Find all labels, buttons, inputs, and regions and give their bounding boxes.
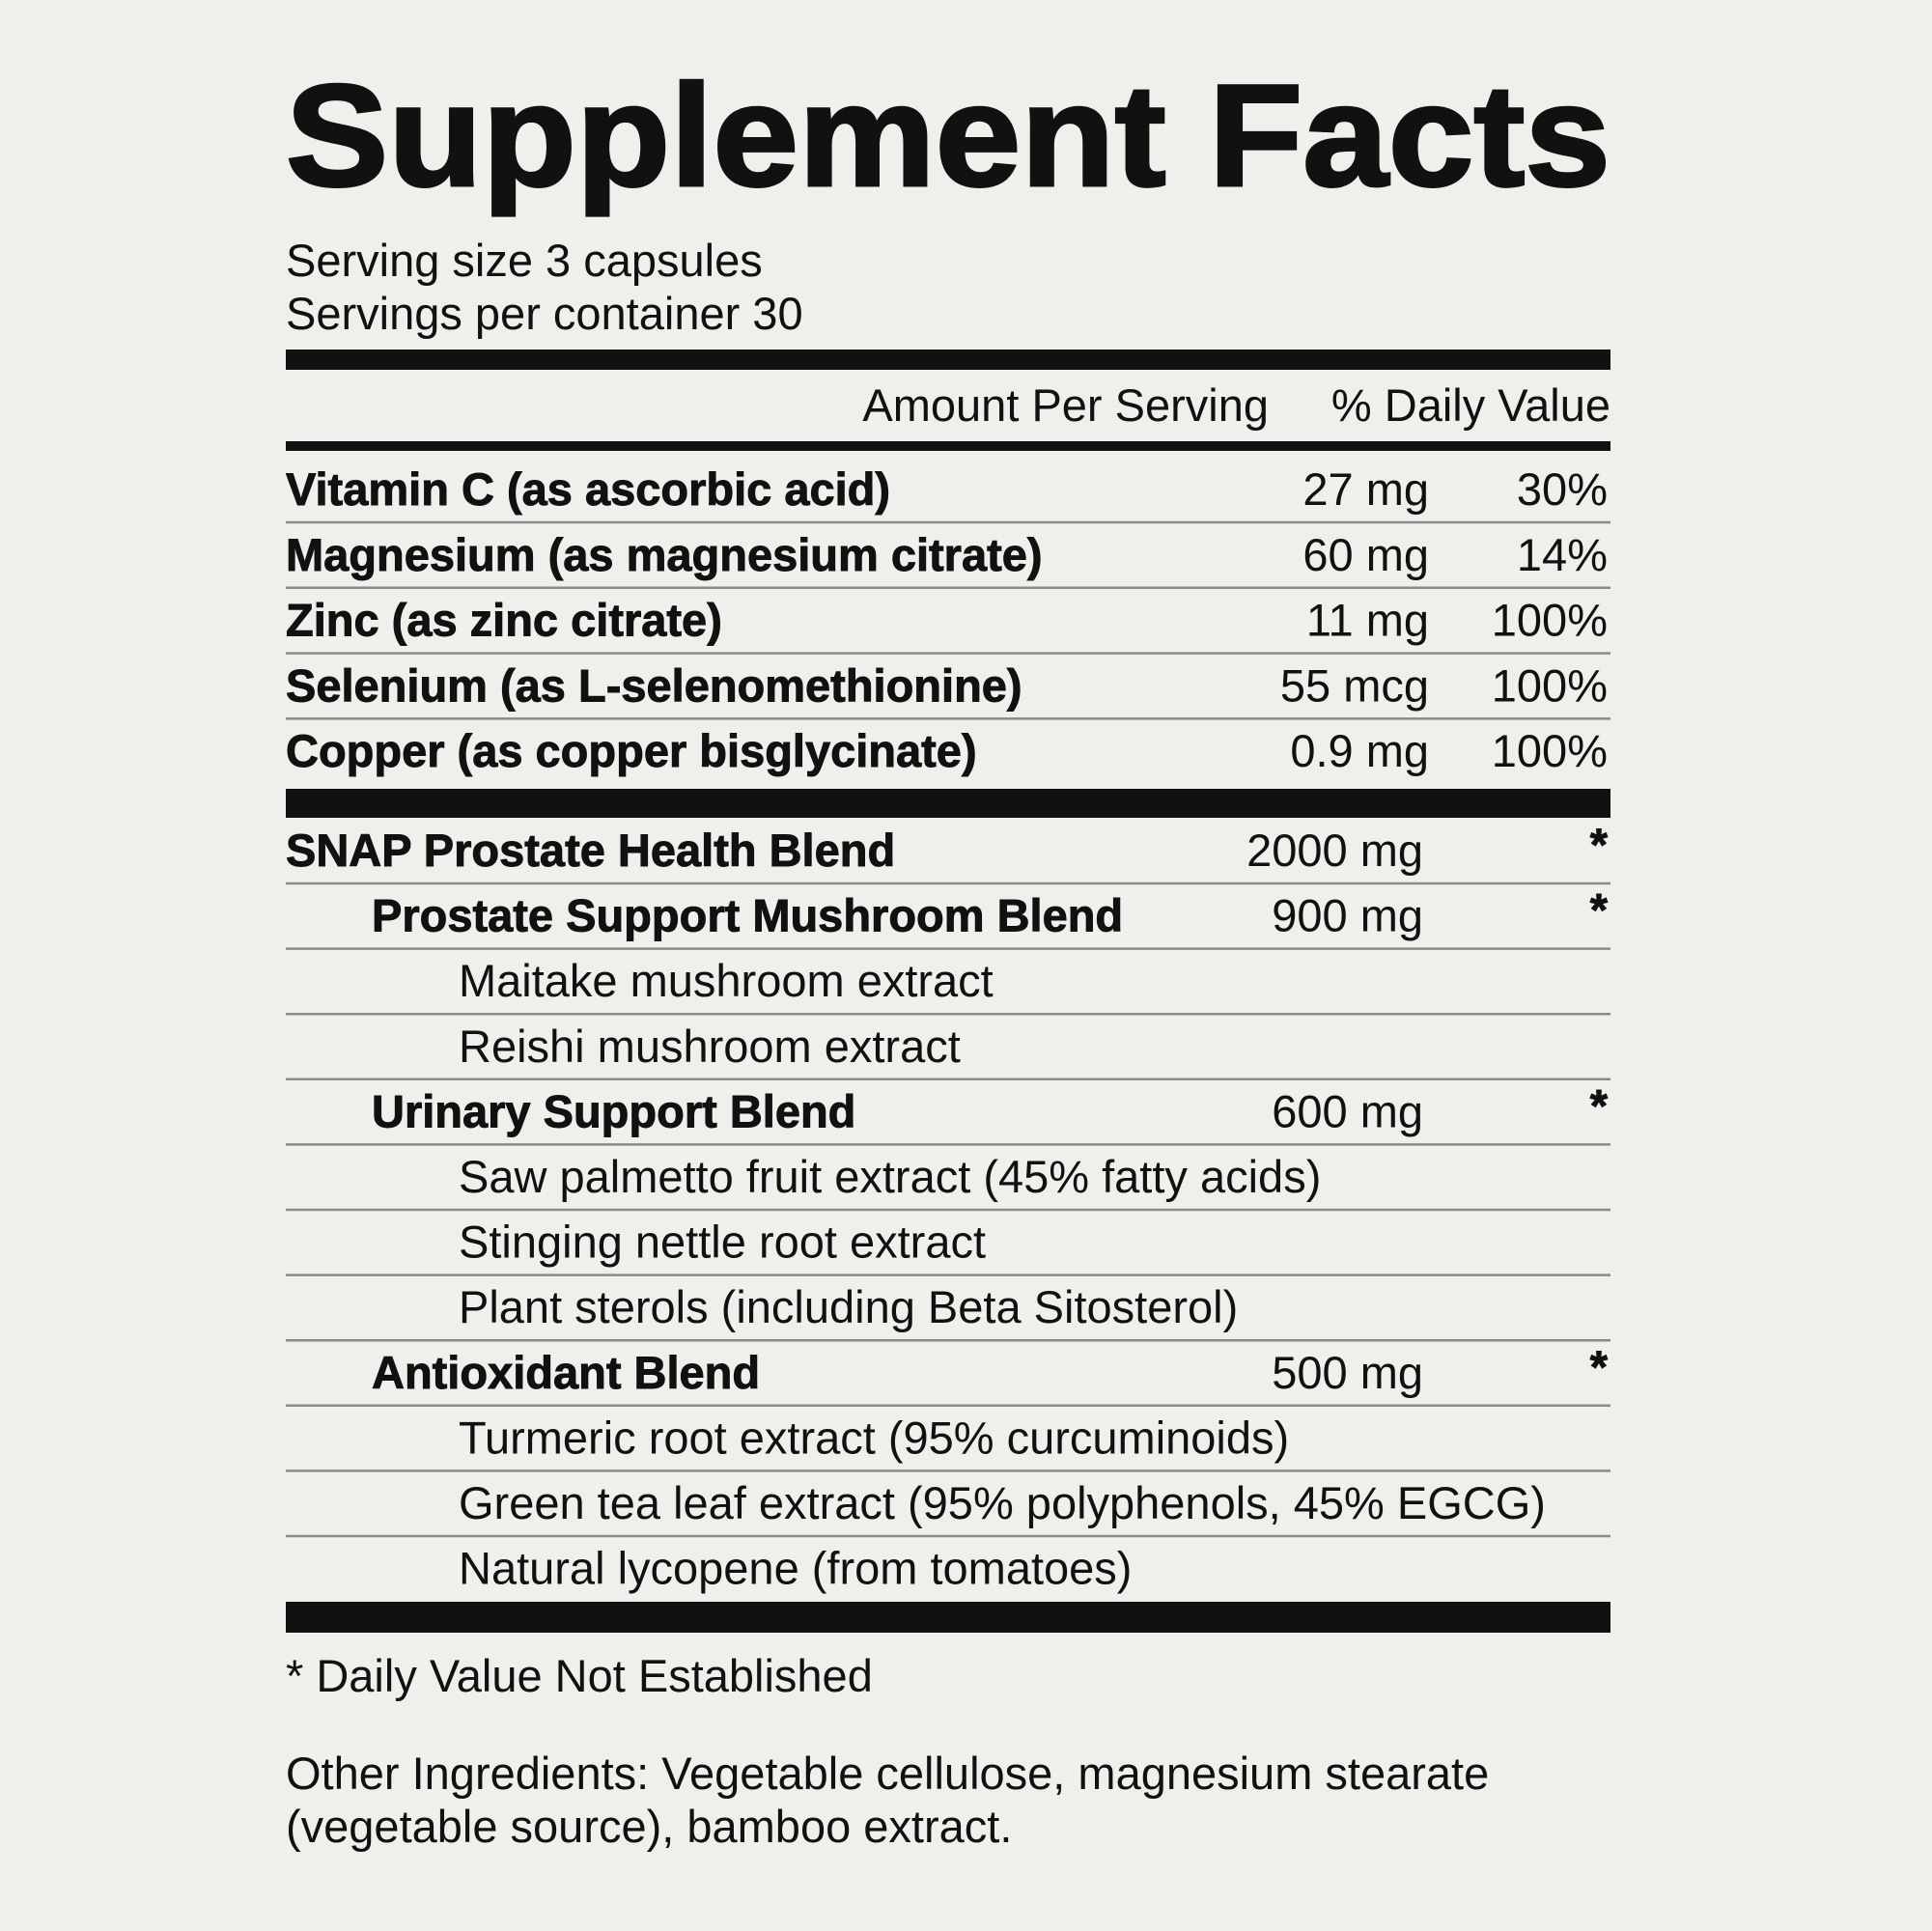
ingredient-name: Turmeric root extract (95% curcuminoids) <box>459 1412 1289 1463</box>
serving-size: Serving size 3 capsules <box>286 235 763 286</box>
servings-per-container: Servings per container 30 <box>286 288 803 339</box>
title: Supplement Facts <box>286 54 1610 216</box>
blend-amount: 900 mg <box>1272 890 1423 941</box>
blend-name: SNAP Prostate Health Blend <box>286 825 895 876</box>
nutrient-daily-value: 100% <box>1492 595 1608 646</box>
blend-daily-value: * <box>1590 1079 1609 1131</box>
other-ingredients: Other Ingredients: Vegetable cellulose, … <box>286 1748 1489 1799</box>
blend-name: Prostate Support Mushroom Blend <box>372 890 1123 941</box>
nutrient-name: Zinc (as zinc citrate) <box>286 595 722 646</box>
blend-daily-value: * <box>1590 1341 1609 1392</box>
medium-rule <box>286 441 1610 451</box>
column-header: Amount Per Serving <box>862 379 1269 431</box>
thick-rule <box>286 789 1610 818</box>
blend-daily-value: * <box>1590 884 1609 936</box>
ingredient-name: Green tea leaf extract (95% polyphenols,… <box>459 1477 1546 1528</box>
nutrient-amount: 0.9 mg <box>1290 725 1429 776</box>
ingredient-name: Stinging nettle root extract <box>459 1217 986 1268</box>
blend-name: Urinary Support Blend <box>372 1085 855 1136</box>
ingredient-name: Maitake mushroom extract <box>459 955 994 1006</box>
blend-daily-value: * <box>1590 819 1609 870</box>
nutrient-amount: 11 mg <box>1306 595 1429 646</box>
nutrient-name: Selenium (as L-selenomethionine) <box>286 659 1022 711</box>
thick-rule <box>286 1602 1610 1633</box>
nutrient-amount: 27 mg <box>1302 463 1429 515</box>
blend-name: Antioxidant Blend <box>372 1347 760 1398</box>
nutrient-daily-value: 100% <box>1492 725 1608 776</box>
nutrient-name: Magnesium (as magnesium citrate) <box>286 529 1043 580</box>
nutrient-name: Vitamin C (as ascorbic acid) <box>286 463 890 515</box>
footnote: * Daily Value Not Established <box>286 1650 873 1701</box>
nutrient-name: Copper (as copper bisglycinate) <box>286 725 977 776</box>
ingredient-name: Saw palmetto fruit extract (45% fatty ac… <box>459 1151 1321 1202</box>
nutrient-daily-value: 14% <box>1517 529 1608 580</box>
other-ingredients: (vegetable source), bamboo extract. <box>286 1801 1012 1852</box>
blend-amount: 600 mg <box>1272 1085 1423 1136</box>
nutrient-amount: 55 mcg <box>1280 659 1429 711</box>
ingredient-name: Plant sterols (including Beta Sitosterol… <box>459 1281 1238 1332</box>
column-header: % Daily Value <box>1331 379 1610 431</box>
nutrient-daily-value: 30% <box>1517 463 1608 515</box>
thick-rule <box>286 350 1610 370</box>
nutrient-daily-value: 100% <box>1492 659 1608 711</box>
blend-amount: 500 mg <box>1272 1347 1423 1398</box>
ingredient-name: Reishi mushroom extract <box>459 1021 961 1072</box>
ingredient-name: Natural lycopene (from tomatoes) <box>459 1543 1132 1594</box>
nutrient-amount: 60 mg <box>1302 529 1429 580</box>
blend-amount: 2000 mg <box>1246 825 1423 876</box>
